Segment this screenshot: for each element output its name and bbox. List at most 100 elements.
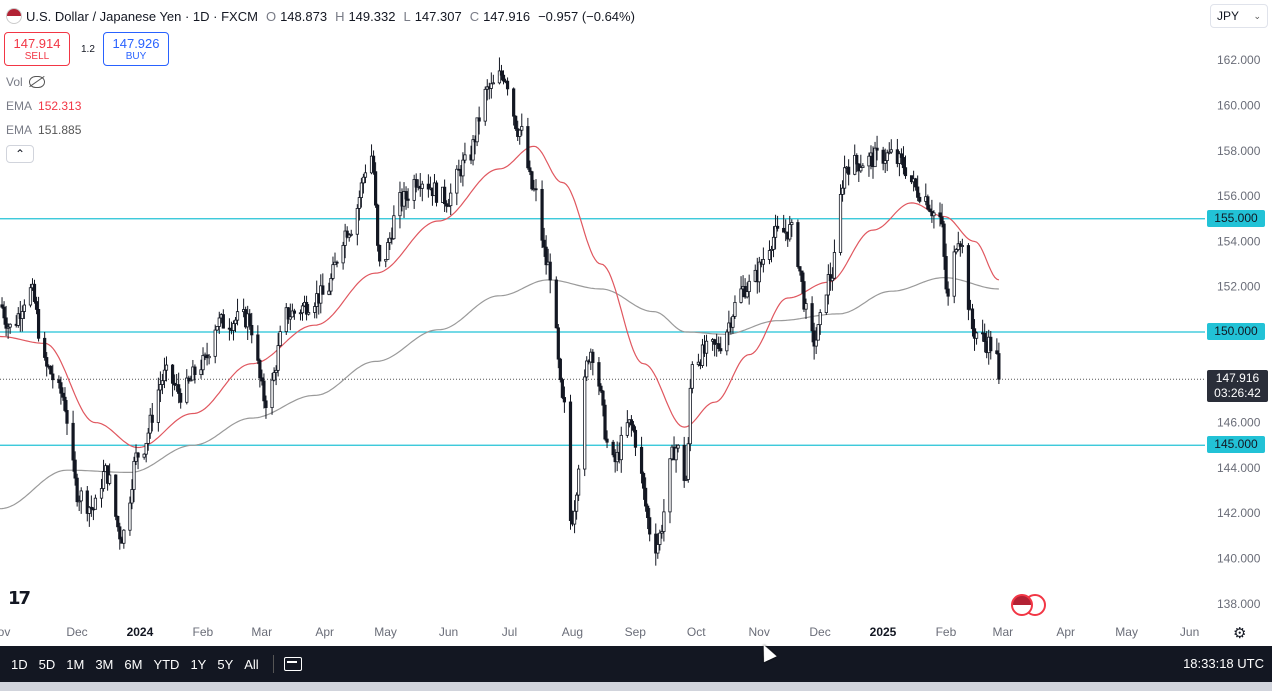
- calendar-range-icon[interactable]: [283, 657, 302, 671]
- buy-button[interactable]: 147.926 BUY: [103, 32, 169, 66]
- candle: [286, 307, 290, 324]
- candle: [335, 260, 339, 268]
- bottom-strip: [0, 682, 1272, 691]
- candle: [818, 309, 822, 335]
- timeframe-1d[interactable]: 1D: [11, 656, 28, 672]
- low-value: 147.307: [414, 8, 462, 24]
- volume-indicator-row[interactable]: Vol: [6, 75, 45, 89]
- candle: [361, 173, 366, 194]
- candle: [767, 240, 772, 265]
- time-axis-label: Apr: [315, 625, 334, 639]
- candle: [207, 354, 211, 365]
- candle: [36, 296, 41, 342]
- ema-slow-row[interactable]: EMA 151.885: [6, 123, 81, 137]
- candle: [290, 303, 294, 318]
- candle: [540, 180, 544, 249]
- candle: [798, 266, 802, 276]
- candle: [944, 243, 948, 294]
- candle: [262, 373, 266, 409]
- candle: [960, 238, 964, 254]
- ema-fast-row[interactable]: EMA 152.313: [6, 99, 81, 113]
- candle: [258, 358, 262, 388]
- candle: [298, 309, 303, 321]
- candle: [49, 365, 53, 375]
- timeframe-ytd[interactable]: YTD: [153, 656, 180, 672]
- candle: [731, 314, 735, 334]
- candle: [847, 159, 851, 186]
- utc-clock[interactable]: 18:33:18 UTC: [1183, 656, 1264, 671]
- candle: [256, 325, 260, 365]
- candle: [278, 325, 282, 347]
- timeframe-1y[interactable]: 1Y: [190, 656, 207, 672]
- candle: [144, 442, 148, 463]
- timeframe-5d[interactable]: 5D: [38, 656, 56, 672]
- candle: [542, 227, 546, 257]
- candle: [471, 135, 475, 166]
- candle: [771, 226, 776, 258]
- sell-label: SELL: [24, 51, 50, 62]
- candle: [150, 402, 154, 432]
- candle: [347, 233, 351, 242]
- collapse-indicators-button[interactable]: ⌃: [6, 145, 34, 163]
- candle: [656, 533, 660, 559]
- candle: [631, 421, 636, 433]
- candle: [583, 369, 587, 477]
- candle: [739, 276, 743, 304]
- us-flag-event-icon[interactable]: [1011, 594, 1033, 616]
- candle: [983, 323, 987, 353]
- candle: [20, 305, 24, 332]
- candle: [901, 146, 906, 175]
- timeframe-3m[interactable]: 3M: [95, 656, 114, 672]
- time-axis-label: Nov: [748, 625, 769, 639]
- time-axis-label: Feb: [193, 625, 214, 639]
- candle: [916, 175, 920, 202]
- candle: [8, 323, 12, 334]
- candle: [250, 312, 254, 344]
- candle: [534, 179, 538, 202]
- candle: [75, 473, 79, 507]
- candle: [189, 375, 193, 382]
- settings-gear-icon[interactable]: ⚙: [1233, 625, 1247, 642]
- sell-button[interactable]: 147.914 SELL: [4, 32, 70, 66]
- candle: [603, 399, 607, 441]
- candle: [804, 298, 808, 319]
- timeframe-6m[interactable]: 6M: [124, 656, 143, 672]
- timeframe-5y[interactable]: 5Y: [217, 656, 234, 672]
- symbol-legend: U.S. Dollar / Japanese Yen · 1D · FXCM O…: [6, 8, 635, 24]
- candle: [832, 239, 837, 280]
- time-axis-label: ov: [0, 625, 10, 639]
- timeframe-all[interactable]: All: [244, 656, 259, 672]
- timeframe-1m[interactable]: 1M: [66, 656, 85, 672]
- candle: [132, 456, 136, 503]
- ema-slow-line: [0, 276, 999, 510]
- candle: [717, 336, 721, 352]
- candle: [93, 494, 98, 510]
- eye-hidden-icon[interactable]: [28, 76, 45, 88]
- candle: [897, 151, 902, 177]
- candle: [65, 400, 69, 435]
- candle: [87, 506, 91, 527]
- candle: [773, 214, 778, 250]
- candle: [434, 180, 439, 207]
- candle: [775, 215, 780, 232]
- symbol-title[interactable]: U.S. Dollar / Japanese Yen · 1D · FXCM: [26, 8, 258, 24]
- ema-slow-label: EMA: [6, 123, 33, 137]
- time-axis-label: Apr: [1056, 625, 1075, 639]
- candle: [601, 389, 605, 417]
- candle: [682, 436, 686, 488]
- time-axis-label: May: [374, 625, 397, 639]
- candle: [158, 371, 162, 403]
- candle: [221, 309, 225, 329]
- candle: [800, 270, 804, 294]
- candle: [71, 410, 75, 472]
- currency-select[interactable]: JPY ⌄: [1210, 4, 1268, 28]
- candle: [373, 162, 378, 208]
- candle: [654, 523, 658, 566]
- candle: [838, 184, 843, 256]
- candle: [887, 142, 891, 155]
- candle: [857, 163, 861, 183]
- time-axis-label: Sep: [625, 625, 647, 639]
- candle: [130, 479, 134, 510]
- tradingview-logo[interactable]: 17: [8, 588, 31, 609]
